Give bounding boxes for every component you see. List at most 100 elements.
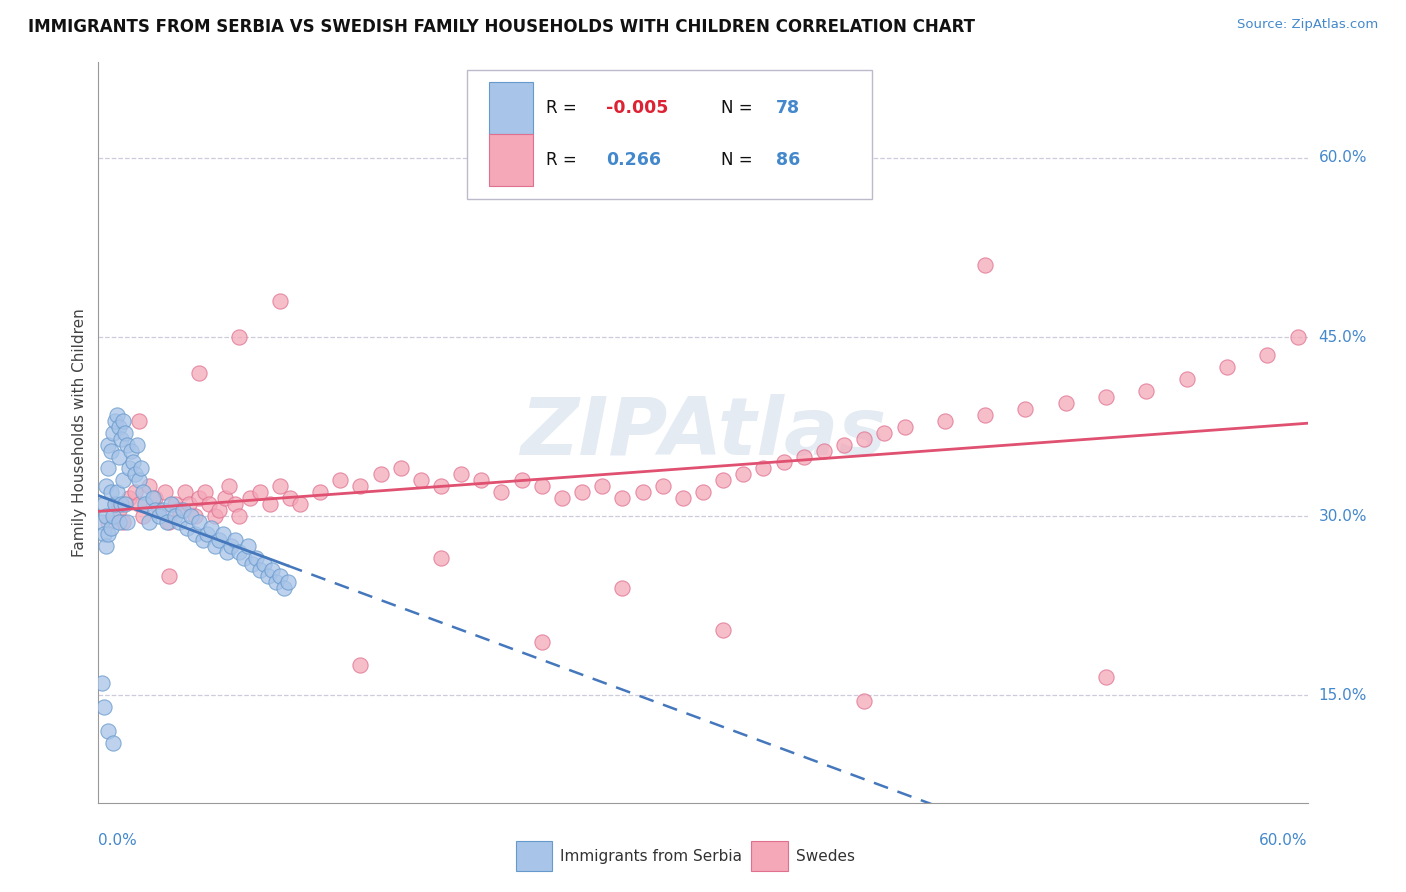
- Point: [349, 479, 371, 493]
- Point: [195, 527, 218, 541]
- Point: [309, 485, 332, 500]
- Point: [228, 330, 250, 344]
- Point: [256, 569, 278, 583]
- Point: [180, 509, 202, 524]
- Text: IMMIGRANTS FROM SERBIA VS SWEDISH FAMILY HOUSEHOLDS WITH CHILDREN CORRELATION CH: IMMIGRANTS FROM SERBIA VS SWEDISH FAMILY…: [28, 18, 976, 36]
- Point: [111, 515, 134, 529]
- Point: [110, 497, 132, 511]
- Point: [269, 569, 291, 583]
- Point: [389, 461, 412, 475]
- Point: [974, 259, 997, 273]
- Point: [1216, 359, 1239, 374]
- FancyBboxPatch shape: [467, 70, 872, 200]
- Point: [329, 474, 352, 488]
- Point: [1256, 348, 1278, 362]
- Point: [1135, 384, 1157, 398]
- Point: [224, 533, 246, 547]
- Point: [273, 581, 295, 595]
- Point: [249, 485, 271, 500]
- Point: [96, 539, 118, 553]
- Point: [120, 443, 142, 458]
- Point: [232, 551, 254, 566]
- Point: [100, 443, 122, 458]
- Text: N =: N =: [721, 99, 758, 118]
- Point: [157, 515, 180, 529]
- Text: Immigrants from Serbia: Immigrants from Serbia: [561, 848, 742, 863]
- Text: 0.0%: 0.0%: [98, 833, 138, 848]
- Point: [132, 509, 155, 524]
- Text: -0.005: -0.005: [606, 99, 669, 118]
- Point: [184, 509, 207, 524]
- Point: [114, 497, 136, 511]
- Point: [194, 485, 217, 500]
- Point: [239, 491, 262, 506]
- Text: 15.0%: 15.0%: [1319, 688, 1367, 703]
- Point: [591, 479, 613, 493]
- Point: [510, 474, 533, 488]
- Text: 30.0%: 30.0%: [1319, 508, 1367, 524]
- Point: [93, 527, 115, 541]
- Point: [128, 414, 150, 428]
- Point: [100, 485, 122, 500]
- Point: [174, 485, 197, 500]
- Point: [97, 461, 120, 475]
- Point: [1286, 330, 1309, 344]
- Point: [711, 474, 734, 488]
- Point: [153, 485, 176, 500]
- Point: [269, 294, 291, 309]
- Point: [551, 491, 574, 506]
- Text: ZIPAtlas: ZIPAtlas: [520, 393, 886, 472]
- Point: [430, 479, 453, 493]
- Point: [160, 497, 183, 511]
- Point: [200, 521, 222, 535]
- Point: [163, 509, 186, 524]
- Point: [370, 467, 392, 482]
- Point: [259, 497, 281, 511]
- Point: [711, 623, 734, 637]
- Point: [260, 563, 283, 577]
- Text: R =: R =: [546, 99, 582, 118]
- Point: [129, 461, 152, 475]
- Point: [212, 527, 235, 541]
- Point: [118, 491, 141, 506]
- Point: [188, 515, 211, 529]
- Point: [91, 515, 114, 529]
- Point: [934, 414, 956, 428]
- Point: [124, 485, 146, 500]
- Point: [1175, 372, 1198, 386]
- Text: Swedes: Swedes: [796, 848, 855, 863]
- Point: [236, 539, 259, 553]
- Point: [100, 521, 122, 535]
- Point: [101, 425, 124, 440]
- Point: [103, 497, 125, 511]
- Point: [110, 432, 132, 446]
- Point: [217, 545, 239, 559]
- Point: [105, 485, 128, 500]
- Point: [138, 479, 160, 493]
- Point: [121, 455, 143, 469]
- Text: Source: ZipAtlas.com: Source: ZipAtlas.com: [1237, 18, 1378, 31]
- Point: [409, 474, 432, 488]
- Point: [142, 491, 165, 506]
- FancyBboxPatch shape: [489, 135, 533, 186]
- Point: [105, 408, 128, 422]
- Point: [152, 503, 174, 517]
- FancyBboxPatch shape: [489, 82, 533, 135]
- Point: [134, 497, 156, 511]
- Point: [692, 485, 714, 500]
- Point: [204, 509, 226, 524]
- Point: [269, 479, 291, 493]
- Point: [264, 574, 287, 589]
- Point: [204, 539, 226, 553]
- Point: [873, 425, 896, 440]
- Point: [832, 437, 855, 451]
- Point: [530, 479, 553, 493]
- Text: 0.266: 0.266: [606, 151, 661, 169]
- Point: [97, 437, 120, 451]
- Point: [148, 503, 170, 517]
- Point: [103, 497, 125, 511]
- Point: [115, 437, 138, 451]
- Point: [228, 509, 250, 524]
- Point: [672, 491, 695, 506]
- Point: [93, 497, 115, 511]
